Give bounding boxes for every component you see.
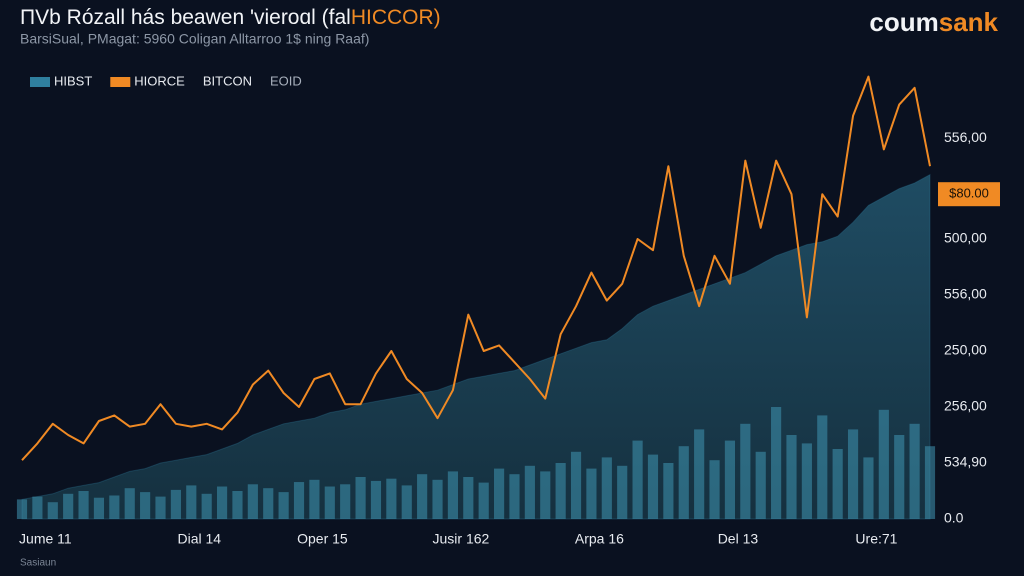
bar [555,463,566,519]
logo: coumsank [869,7,998,37]
y-tick-label: 0.0 [944,510,964,526]
bar [247,484,258,519]
x-tick-label: Del 13 [718,531,759,547]
bar [201,493,212,519]
bar [109,495,120,519]
legend-note: EOID [270,73,302,88]
x-tick-label: Oper 15 [297,531,348,547]
y-tick-label: 556,00 [944,286,987,302]
legend-swatch [110,77,131,87]
legend: HIBST HIORCE BITCON EOID [30,73,302,88]
plot [16,75,936,520]
bar [647,454,659,519]
bar [386,478,397,519]
bar [524,465,535,519]
bar [601,457,612,519]
bar [155,496,166,519]
price-tag [938,182,1000,207]
bar [478,482,489,519]
line [21,75,931,461]
x-tick-label: Jume 11 [19,531,72,547]
chart-title: ΠVb Rózall hás beawen 'vieroɑl (falHICCO… [20,6,441,29]
bar [355,477,366,519]
y-tick-label: 500,00 [944,230,987,246]
x-tick-label: Arpa 16 [575,531,624,547]
legend-label: HIBST [54,73,92,88]
x-tick-label: Ure:71 [855,531,897,547]
bar [432,479,443,519]
bar [170,489,181,519]
bar [63,493,74,519]
bar [678,446,689,519]
bar [278,492,289,519]
y-tick-label: 534,90 [944,454,987,470]
bar [293,482,305,519]
bar [401,485,412,519]
bar [140,492,151,519]
bar [494,468,505,519]
bar [124,488,135,519]
bar [47,502,58,519]
bar [309,479,320,519]
bar [694,429,705,519]
legend-label: BITCON [203,73,252,88]
bar [216,486,228,519]
bar [740,423,751,519]
bar [32,496,43,519]
bar [340,484,351,519]
bar [570,451,582,519]
y-tick-label: 250,00 [944,342,987,358]
bar [663,463,674,519]
bar [801,443,812,519]
footer: Sasiaun [20,558,56,569]
title-main: ΠVb Rózall hás beawen 'vieroɑl (fal [20,6,351,29]
y-tick-label: 556,00 [944,129,987,145]
bar [909,423,920,519]
bar [417,474,428,519]
bar [832,449,843,519]
legend-label: HIORCE [134,73,185,88]
legend-swatch [30,77,50,87]
bar [755,451,766,519]
bar [924,446,936,519]
logo-highlight: sank [939,7,999,37]
bar [586,468,597,519]
bar [724,440,736,519]
bar [847,429,859,519]
bar [232,491,243,519]
bar [771,407,782,519]
bar [632,440,643,519]
bar [16,499,28,519]
x-tick-label: Dial 14 [177,531,221,547]
bar [786,435,797,519]
price-tag-label: $80.00 [949,186,989,201]
bar [263,488,274,519]
bar [817,415,828,519]
bar [709,460,720,519]
bar [878,409,889,519]
bar [324,486,335,519]
bar [186,485,197,519]
y-tick-label: 256,00 [944,398,987,414]
chart-subtitle: BarsiSual, PMagat: 5960 Coligan Alltarro… [20,31,369,47]
bar [78,491,89,519]
bar [93,497,105,519]
logo-text: coum [869,7,938,37]
x-tick-label: Jusir 162 [433,531,490,547]
bar [463,477,474,519]
bar [540,471,551,519]
bar [863,457,874,519]
bar [894,435,905,519]
bar [447,471,458,519]
bar [617,465,628,519]
bar [370,480,382,519]
title-highlight: HICCOR) [351,6,441,29]
bar [509,474,520,519]
